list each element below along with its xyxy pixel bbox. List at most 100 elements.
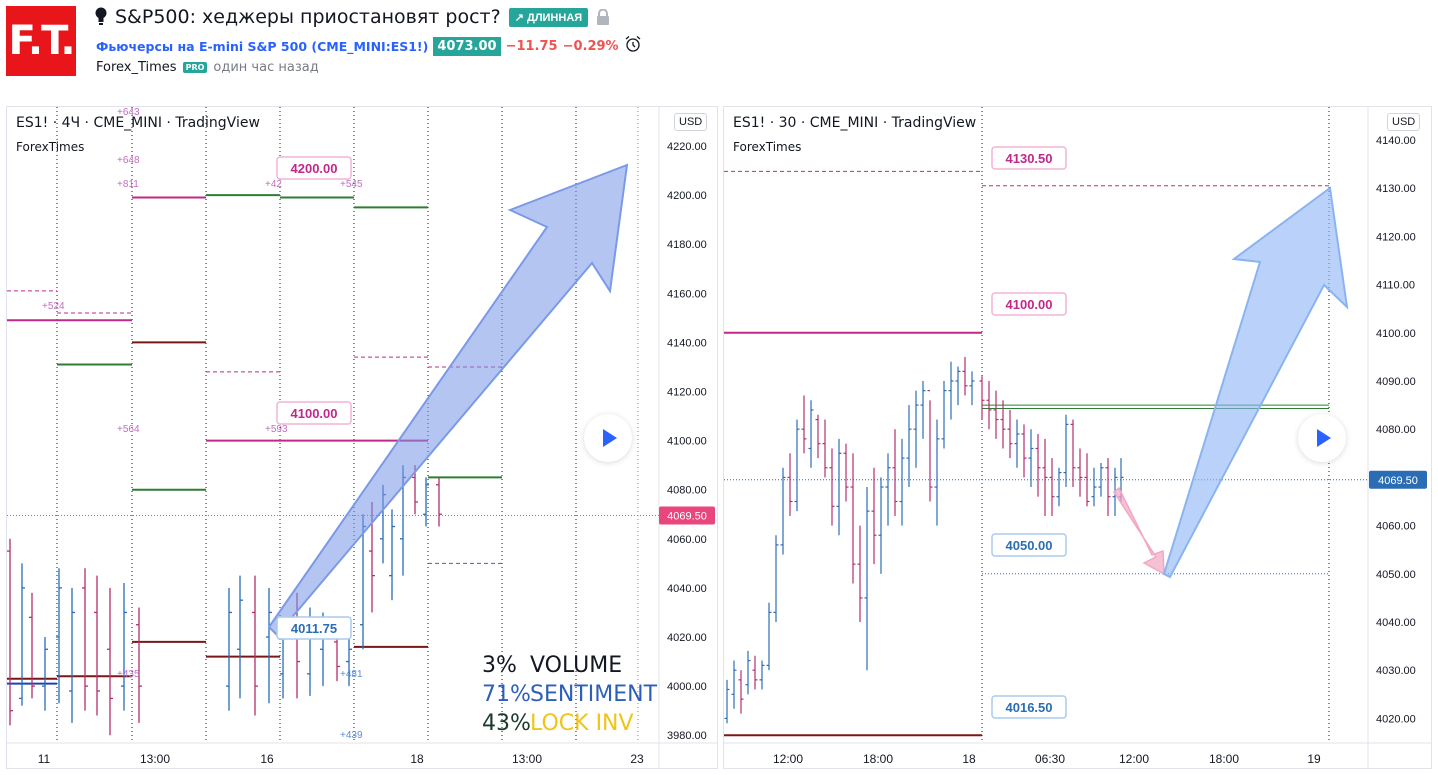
price-change-percent: −0.29% — [562, 38, 619, 54]
price-tick-label: 4000.00 — [667, 681, 707, 693]
price-tick-label: 4050.00 — [1376, 569, 1416, 581]
stat-label: VOLUME — [530, 653, 623, 678]
stat-pct: 71% — [482, 682, 531, 707]
time-tick-label: 23 — [630, 752, 644, 766]
price-callout-box — [991, 146, 1067, 170]
chart-30m-title: ES1! · 30 · CME_MINI · TradingView — [733, 115, 977, 131]
price-tick-label: 4020.00 — [667, 632, 707, 644]
chart-4h-title: ES1! · 4Ч · CME_MINI · TradingView — [16, 115, 260, 131]
stats-overlay: 3% VOLUME 71%SENTIMENT 43%LOCK INV — [482, 651, 657, 738]
currency-button[interactable]: USD — [674, 113, 708, 131]
price-tick-label: 4060.00 — [667, 534, 707, 546]
price-callout-label: 4130.50 — [1006, 151, 1053, 166]
price-tick-label: 4090.00 — [1376, 376, 1416, 388]
price-tick-label: 4130.00 — [1376, 183, 1416, 195]
price-tick-label: 4100.00 — [1376, 328, 1416, 340]
last-price-label: 4069.50 — [667, 510, 707, 522]
level-tag: +648 — [117, 155, 140, 166]
stat-pct: 43% — [482, 711, 531, 736]
symbol-link[interactable]: Фьючерсы на E-mini S&P 500 (CME_MINI:ES1… — [96, 38, 429, 54]
play-button[interactable] — [1298, 414, 1346, 462]
lightbulb-icon — [95, 7, 107, 27]
time-tick-label: 18 — [962, 752, 976, 766]
pro-badge: PRO — [182, 62, 208, 73]
bearish-arrow — [1113, 486, 1165, 576]
price-callout-box — [991, 292, 1067, 316]
bullish-arrow — [1162, 186, 1349, 579]
idea-title: S&P500: хеджеры приостановят рост? — [115, 6, 501, 28]
stat-sentiment: 71%SENTIMENT — [482, 680, 657, 709]
level-tag: +564 — [117, 424, 140, 435]
price-tick-label: 4200.00 — [667, 190, 707, 202]
chart-30m-subtitle: ForexTimes — [733, 140, 802, 154]
price-tick-label: 4080.00 — [667, 485, 707, 497]
last-price-label: 4069.50 — [1378, 475, 1418, 487]
chart-30m-canvas: 4140.00 4130.00 4120.00 4110.00 4100.00 4090.… — [724, 107, 1431, 768]
author-row: Forex_Times PRO один час назад — [96, 60, 319, 75]
price-callout-box — [991, 695, 1067, 719]
logo-text: F.T. — [8, 18, 75, 64]
stat-lock-inv: 43%LOCK INV — [482, 709, 657, 738]
price-tick-label: 4030.00 — [1376, 665, 1416, 677]
price-tick-label: 4110.00 — [1376, 280, 1415, 292]
level-tag: +643 — [117, 107, 140, 118]
price-tick-label: 4100.00 — [667, 436, 707, 448]
title-row: S&P500: хеджеры приостановят рост? ↗ ДЛИ… — [95, 6, 610, 28]
published-time: один час назад — [213, 60, 319, 75]
price-callout-box — [991, 533, 1067, 557]
forextimes-logo[interactable]: F.T. — [6, 6, 76, 76]
price-callout-label: 4100.00 — [291, 406, 338, 421]
level-tag: +593 — [265, 424, 288, 435]
price-callout-box — [276, 616, 352, 640]
time-tick-label: 13:00 — [512, 752, 542, 766]
stat-pct: 3% — [482, 653, 517, 678]
price-tick-label: 4120.00 — [667, 387, 707, 399]
price-callout-label: 4016.50 — [1006, 700, 1053, 715]
level-tag: +42 — [265, 179, 282, 190]
level-tag: +524 — [42, 301, 65, 312]
price-callout-box — [276, 401, 352, 425]
level-tag: +811 — [117, 179, 139, 190]
price-tick-label: 4160.00 — [667, 288, 707, 300]
last-price-badge — [1369, 470, 1427, 489]
price-tick-label: 4120.00 — [1376, 231, 1416, 243]
alarm-clock-icon[interactable] — [624, 35, 642, 57]
chart-30m[interactable]: 4140.00 4130.00 4120.00 4110.00 4100.00 4090.… — [723, 106, 1432, 769]
chart-4h[interactable]: 4220.00 4200.00 4180.00 4160.00 4140.00 4120.… — [6, 106, 718, 769]
price-tick-label: 4220.00 — [667, 141, 707, 153]
price-tick-label: 4180.00 — [667, 239, 707, 251]
price-tick-label: 4040.00 — [1376, 617, 1416, 629]
price-callout-box — [276, 156, 352, 180]
price-change: −11.75 — [505, 38, 558, 54]
time-tick-label: 13:00 — [140, 752, 170, 766]
price-tick-label: 4060.00 — [1376, 521, 1416, 533]
price-tick-label: 4140.00 — [1376, 135, 1416, 147]
bullish-arrow — [267, 163, 629, 637]
level-tag: +545 — [340, 179, 363, 190]
stat-volume: 3% VOLUME — [482, 651, 657, 680]
last-price-badge — [659, 506, 715, 525]
stat-label: SENTIMENT — [530, 682, 658, 707]
price-tick-label: 4040.00 — [667, 583, 707, 595]
price-badge: 4073.00 — [433, 36, 501, 56]
time-tick-label: 12:00 — [773, 752, 803, 766]
time-tick-label: 11 — [38, 752, 51, 766]
author-name[interactable]: Forex_Times — [96, 60, 177, 75]
chart-4h-canvas: 4220.00 4200.00 4180.00 4160.00 4140.00 4120.… — [7, 107, 717, 768]
chart-4h-subtitle: ForexTimes — [16, 140, 85, 154]
level-tag: +481 — [340, 669, 363, 680]
level-tag: +439 — [340, 730, 363, 741]
time-tick-label: 12:00 — [1119, 752, 1149, 766]
long-direction-badge: ↗ ДЛИННАЯ — [508, 7, 589, 27]
play-button[interactable] — [584, 414, 632, 462]
time-tick-label: 18 — [410, 752, 424, 766]
time-tick-label: 19 — [1307, 752, 1321, 766]
symbol-row: Фьючерсы на E-mini S&P 500 (CME_MINI:ES1… — [96, 35, 642, 57]
time-tick-label: 16 — [260, 752, 274, 766]
lock-icon — [596, 8, 610, 25]
level-tag: +435 — [117, 669, 140, 680]
currency-button[interactable]: USD — [1387, 113, 1421, 131]
price-callout-label: 4200.00 — [291, 161, 338, 176]
price-tick-label: 4080.00 — [1376, 424, 1416, 436]
time-tick-label: 18:00 — [863, 752, 893, 766]
